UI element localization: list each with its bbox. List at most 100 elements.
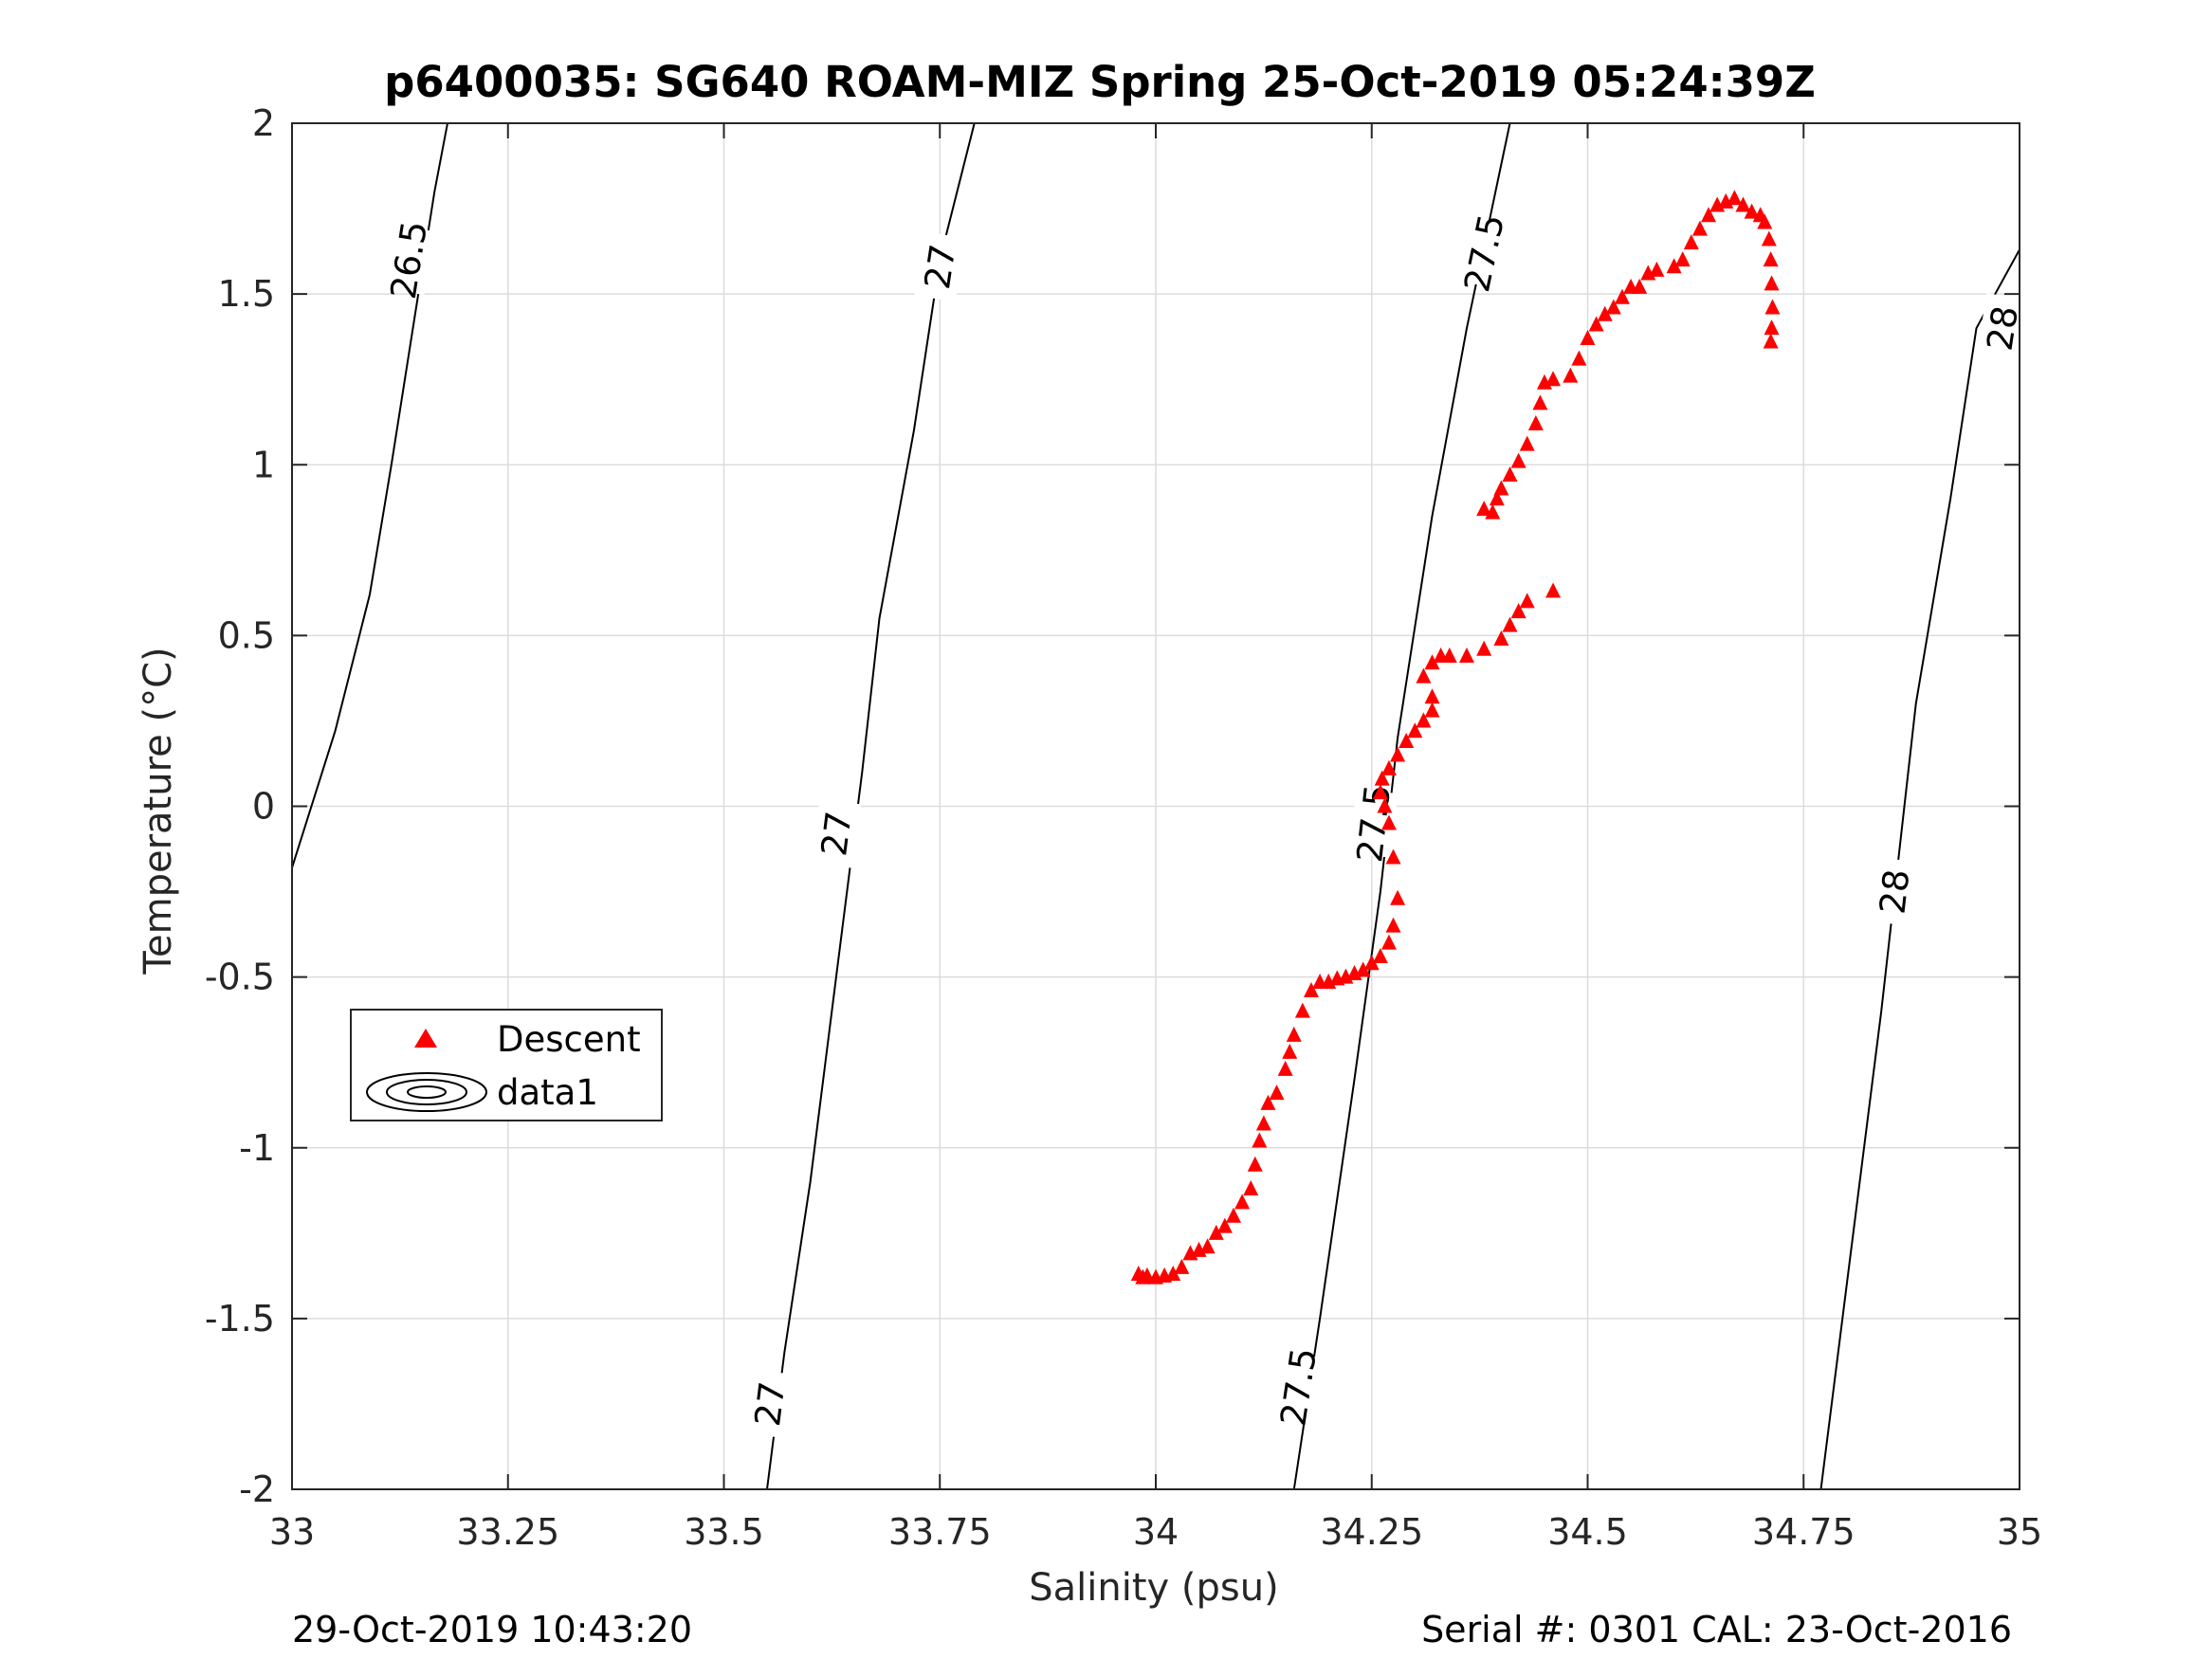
descent-point <box>1260 1094 1276 1110</box>
descent-point <box>1398 733 1415 749</box>
descent-point <box>1510 603 1526 619</box>
descent-point <box>1691 220 1708 236</box>
descent-point <box>1407 722 1423 738</box>
descent-point <box>1764 319 1780 336</box>
descent-point <box>1763 333 1779 349</box>
descent-point <box>1380 814 1397 830</box>
descent-point <box>1727 190 1743 206</box>
contour-line-26.5 <box>291 122 448 868</box>
descent-point <box>1377 797 1393 813</box>
legend: Descent data1 <box>350 1009 663 1121</box>
descent-point <box>1286 1026 1302 1042</box>
descent-point <box>1303 982 1319 998</box>
contour-label-bg <box>382 225 435 296</box>
descent-point <box>1252 1132 1268 1148</box>
descent-point <box>1234 1194 1251 1210</box>
descent-point <box>1363 955 1380 971</box>
axis-ticks: 33 33.25 33.5 33.75 34 34.25 34.5 34.75 35 -2 -1.5… <box>205 102 2042 1553</box>
footer-serial-cal: Serial #: 0301 CAL: 23-Oct-2016 <box>1421 1609 2012 1650</box>
descent-point <box>1597 305 1613 321</box>
descent-point <box>1380 934 1397 950</box>
descent-point <box>1208 1224 1224 1240</box>
descent-point <box>1502 616 1518 632</box>
descent-point <box>1519 435 1535 451</box>
y-axis-label: Temperature (°C) <box>137 647 180 975</box>
descent-point <box>1247 1156 1263 1172</box>
descent-point <box>1416 712 1432 728</box>
y-tick-label: -1.5 <box>205 1298 275 1340</box>
descent-point <box>1666 258 1682 274</box>
descent-point <box>1764 299 1781 315</box>
y-tick-label: -1 <box>239 1127 275 1169</box>
descent-point <box>1441 647 1457 663</box>
contour-label-bg <box>1870 857 1919 926</box>
descent-point <box>1605 299 1621 315</box>
descent-point <box>1424 654 1440 670</box>
x-tick-label: 34.75 <box>1752 1511 1856 1553</box>
contour-label: 27 <box>747 1379 794 1429</box>
descent-point <box>1701 207 1717 223</box>
descent-point <box>1489 490 1505 506</box>
x-tick-label: 34 <box>1133 1511 1179 1553</box>
descent-point <box>1380 759 1397 775</box>
descent-point <box>1199 1238 1216 1254</box>
descent-point <box>1761 230 1777 246</box>
x-tick-label: 33.75 <box>888 1511 992 1553</box>
descent-point <box>1545 371 1562 387</box>
y-tick-label: 2 <box>252 102 275 144</box>
contour-label-bg <box>1456 217 1511 289</box>
descent-point <box>1588 316 1604 332</box>
descent-point <box>1757 213 1773 229</box>
contour-label-bg <box>914 231 966 302</box>
descent-point <box>1532 394 1548 410</box>
y-tick-label: -2 <box>239 1468 275 1510</box>
y-tick-label: 1.5 <box>218 273 275 315</box>
descent-point <box>1493 480 1509 496</box>
descent-point <box>1225 1207 1241 1223</box>
y-tick-label: 0.5 <box>218 614 275 656</box>
descent-point <box>1282 1043 1298 1059</box>
descent-point <box>1764 275 1780 291</box>
descent-point <box>1216 1217 1233 1233</box>
x-tick-label: 34.5 <box>1547 1511 1628 1553</box>
contour-line-28 <box>1819 248 2020 1490</box>
legend-entry-data1: data1 <box>497 1072 598 1113</box>
descent-point <box>1372 784 1388 800</box>
contour-label: 27 <box>917 242 964 292</box>
descent-point <box>1476 640 1492 656</box>
descent-point <box>1458 647 1474 663</box>
descent-point <box>1744 203 1760 219</box>
descent-point <box>1545 582 1562 598</box>
descent-point <box>1385 848 1401 865</box>
footer-timestamp: 29-Oct-2019 10:43:20 <box>292 1609 692 1650</box>
descent-point <box>1243 1179 1259 1195</box>
legend-triangle-marker <box>414 1029 437 1048</box>
contour-label: 28 <box>1979 303 2026 354</box>
descent-point <box>1563 367 1579 383</box>
legend-contour-icon <box>366 1072 487 1112</box>
descent-point <box>1580 329 1596 345</box>
descent-point <box>1683 234 1699 250</box>
contour-label-bg <box>811 798 862 868</box>
y-tick-label: 1 <box>252 444 275 485</box>
descent-point <box>1763 251 1779 267</box>
descent-series <box>1130 190 1781 1285</box>
y-tick-label: 0 <box>252 786 275 828</box>
descent-point <box>1632 278 1648 294</box>
x-tick-label: 33.25 <box>456 1511 559 1553</box>
descent-point <box>1372 948 1388 964</box>
descent-point <box>1255 1115 1271 1131</box>
y-tick-label: -0.5 <box>205 957 275 998</box>
contour-label: 27 <box>814 809 860 858</box>
contour-label: 28 <box>1872 867 1917 917</box>
descent-point <box>1510 452 1526 468</box>
chart-title: p6400035: SG640 ROAM-MIZ Spring 25-Oct-2… <box>384 57 1816 107</box>
legend-entry-descent: Descent <box>497 1019 641 1060</box>
descent-point <box>1165 1266 1181 1282</box>
descent-point <box>1355 961 1371 977</box>
descent-point <box>1416 667 1432 684</box>
descent-point <box>1485 503 1501 520</box>
